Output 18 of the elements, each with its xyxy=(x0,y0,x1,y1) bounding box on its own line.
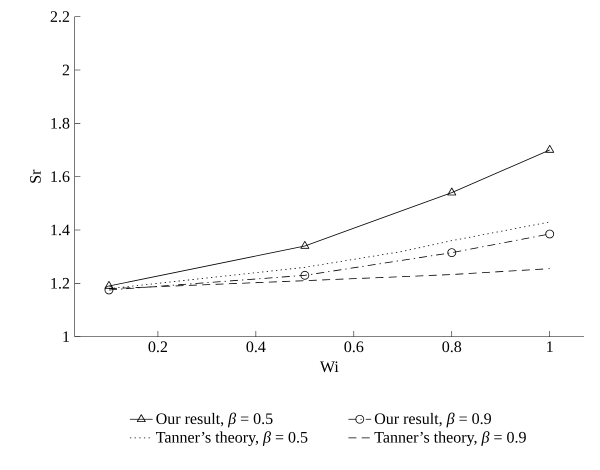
x-tick-label: 0.4 xyxy=(246,341,266,352)
y-tick-label: 1.8 xyxy=(51,118,70,129)
y-axis-title: Sr xyxy=(30,170,41,183)
legend-label: Tanner’s theory, β = 0.5 xyxy=(156,431,308,446)
x-tick-label: 1 xyxy=(547,341,553,352)
y-tick-label: 1.6 xyxy=(51,171,70,182)
y-tick-label: 2.2 xyxy=(50,11,70,22)
y-tick-label: 1.2 xyxy=(51,278,70,289)
x-tick-label: 0.6 xyxy=(344,341,364,352)
y-tick-label: 1.4 xyxy=(51,224,70,236)
legend-label: Our result, β = 0.5 xyxy=(156,412,273,428)
x-tick-label: 0.8 xyxy=(442,341,462,352)
x-tick-label: 0.2 xyxy=(148,341,168,352)
legend-label: Tanner’s theory, β = 0.9 xyxy=(374,431,526,446)
y-tick-label: 1 xyxy=(63,331,70,342)
x-axis-title: Wi xyxy=(320,361,338,372)
legend-label: Our result, β = 0.9 xyxy=(374,412,491,428)
y-tick-label: 2 xyxy=(62,64,70,76)
